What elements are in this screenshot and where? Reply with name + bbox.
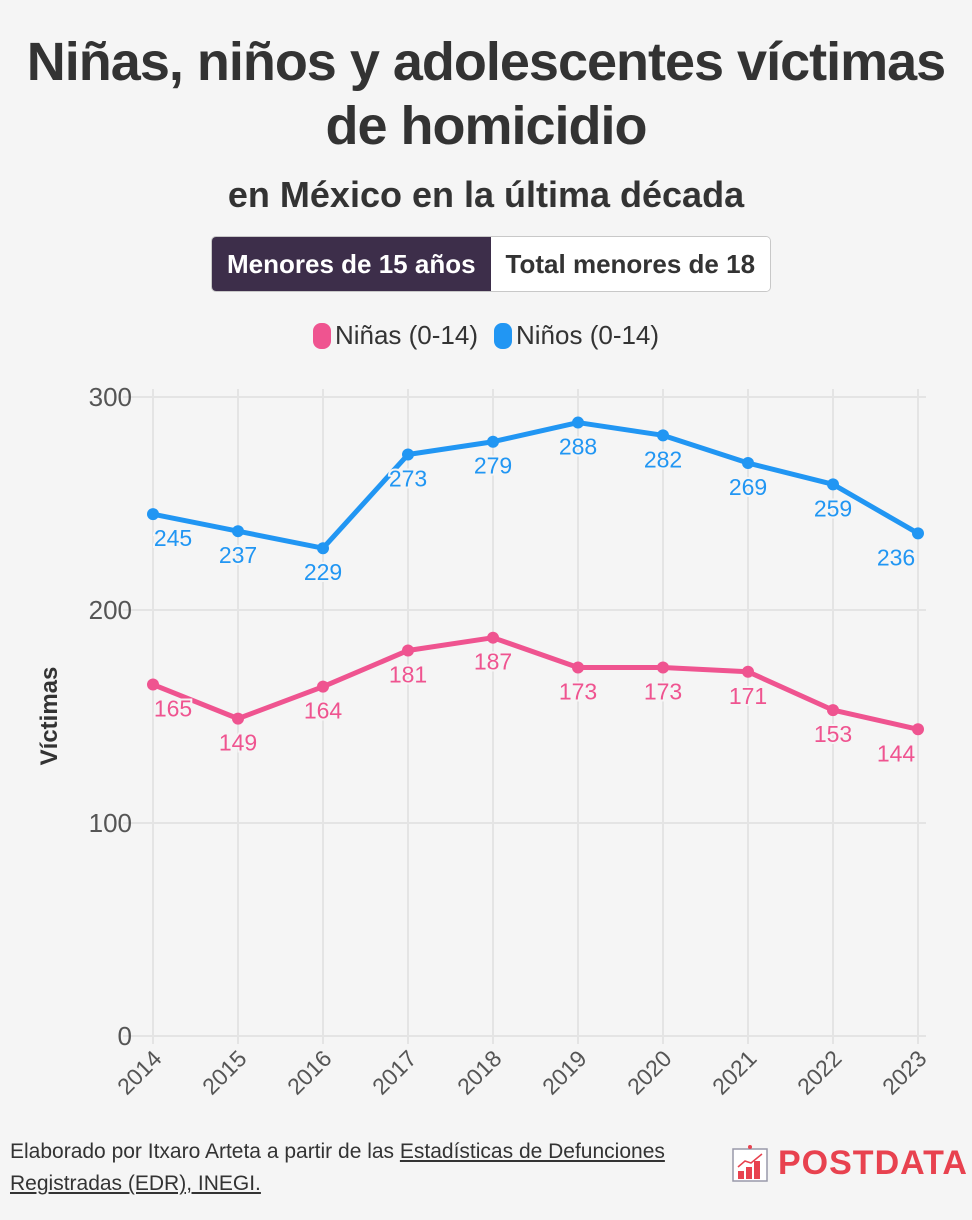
legend-ninos[interactable]: Niños (0-14) <box>494 320 659 351</box>
data-point <box>827 704 839 717</box>
data-point <box>572 661 584 674</box>
data-point <box>827 478 839 491</box>
data-label: 153 <box>814 721 852 747</box>
data-label: 269 <box>729 474 767 500</box>
data-label: 149 <box>219 730 257 756</box>
chart-logo-icon <box>732 1145 768 1182</box>
y-axis-title: Víctimas <box>36 667 63 766</box>
x-tick-label: 2019 <box>537 1045 592 1100</box>
data-label: 259 <box>814 495 852 521</box>
data-point <box>402 448 414 461</box>
logo-text: POSTDATA <box>778 1143 968 1182</box>
data-label: 237 <box>219 542 257 568</box>
data-label: 282 <box>644 446 682 472</box>
data-point <box>147 508 159 521</box>
data-label: 236 <box>877 544 915 570</box>
data-point <box>912 527 924 540</box>
data-point <box>232 525 244 538</box>
x-tick-label: 2023 <box>877 1045 932 1100</box>
y-tick-label: 300 <box>89 382 132 412</box>
y-tick-label: 0 <box>118 1021 132 1051</box>
data-point <box>657 429 669 442</box>
data-point <box>912 723 924 736</box>
data-point <box>487 435 499 448</box>
legend-label: Niñas (0-14) <box>334 320 478 350</box>
chart-subtitle: en México en la última década <box>227 174 745 215</box>
x-tick-label: 2018 <box>452 1045 507 1100</box>
data-point <box>402 644 414 657</box>
legend-swatch <box>494 322 512 349</box>
data-point <box>317 680 329 693</box>
y-tick-label: 200 <box>89 595 132 625</box>
chart-title: Niñas, niños y adolescentes víctimas de … <box>26 32 946 156</box>
source-note: Elaborado por Itxaro Arteta a partir de … <box>10 1136 730 1200</box>
data-label: 187 <box>474 649 512 675</box>
data-label: 173 <box>559 679 597 705</box>
data-point <box>147 678 159 691</box>
data-label: 288 <box>559 434 597 460</box>
data-point <box>657 661 669 674</box>
data-label: 164 <box>304 698 343 724</box>
legend-ninas[interactable]: Niñas (0-14) <box>312 320 478 351</box>
series-line-ninos <box>152 420 920 551</box>
age-toggle: Menores de 15 años Total menores de 18 <box>211 236 772 292</box>
toggle-total-18[interactable]: Total menores de 18 <box>490 237 771 291</box>
data-point <box>487 631 499 644</box>
x-tick-label: 2016 <box>282 1045 337 1100</box>
legend-swatch <box>312 322 331 349</box>
y-tick-label: 100 <box>89 808 132 838</box>
source-prefix: Elaborado por Itxaro Arteta a partir de … <box>10 1140 400 1163</box>
series-line-ninas <box>152 635 919 732</box>
postdata-logo: POSTDATA <box>730 1143 968 1183</box>
data-label: 279 <box>474 453 512 479</box>
x-tick-label: 2022 <box>792 1045 847 1100</box>
data-label: 144 <box>877 740 916 766</box>
line-chart: 0 100 200 300 2014 2015 2016 2017 2018 2019 2020 20… <box>36 382 932 1100</box>
x-tick-label: 2021 <box>707 1045 762 1100</box>
legend-label: Niños (0-14) <box>516 320 660 350</box>
data-point <box>317 542 329 555</box>
data-point <box>572 416 584 429</box>
x-tick-label: 2017 <box>367 1045 422 1100</box>
x-tick-label: 2014 <box>112 1045 167 1100</box>
data-label: 229 <box>304 559 342 585</box>
toggle-menores-15[interactable]: Menores de 15 años <box>212 237 491 291</box>
data-point <box>742 665 754 678</box>
legend: Niñas (0-14) Niños (0-14) <box>0 320 972 351</box>
data-label: 165 <box>154 696 192 722</box>
data-label: 173 <box>644 679 682 705</box>
data-label: 181 <box>389 661 427 687</box>
source-link[interactable]: Estadísticas de Defunciones Registradas … <box>10 1140 665 1195</box>
data-point <box>742 457 754 470</box>
data-label: 171 <box>729 683 767 709</box>
data-point <box>232 712 244 725</box>
x-tick-label: 2020 <box>622 1045 677 1100</box>
x-tick-label: 2015 <box>197 1045 252 1100</box>
data-label: 273 <box>389 466 427 492</box>
data-label: 245 <box>154 525 192 551</box>
